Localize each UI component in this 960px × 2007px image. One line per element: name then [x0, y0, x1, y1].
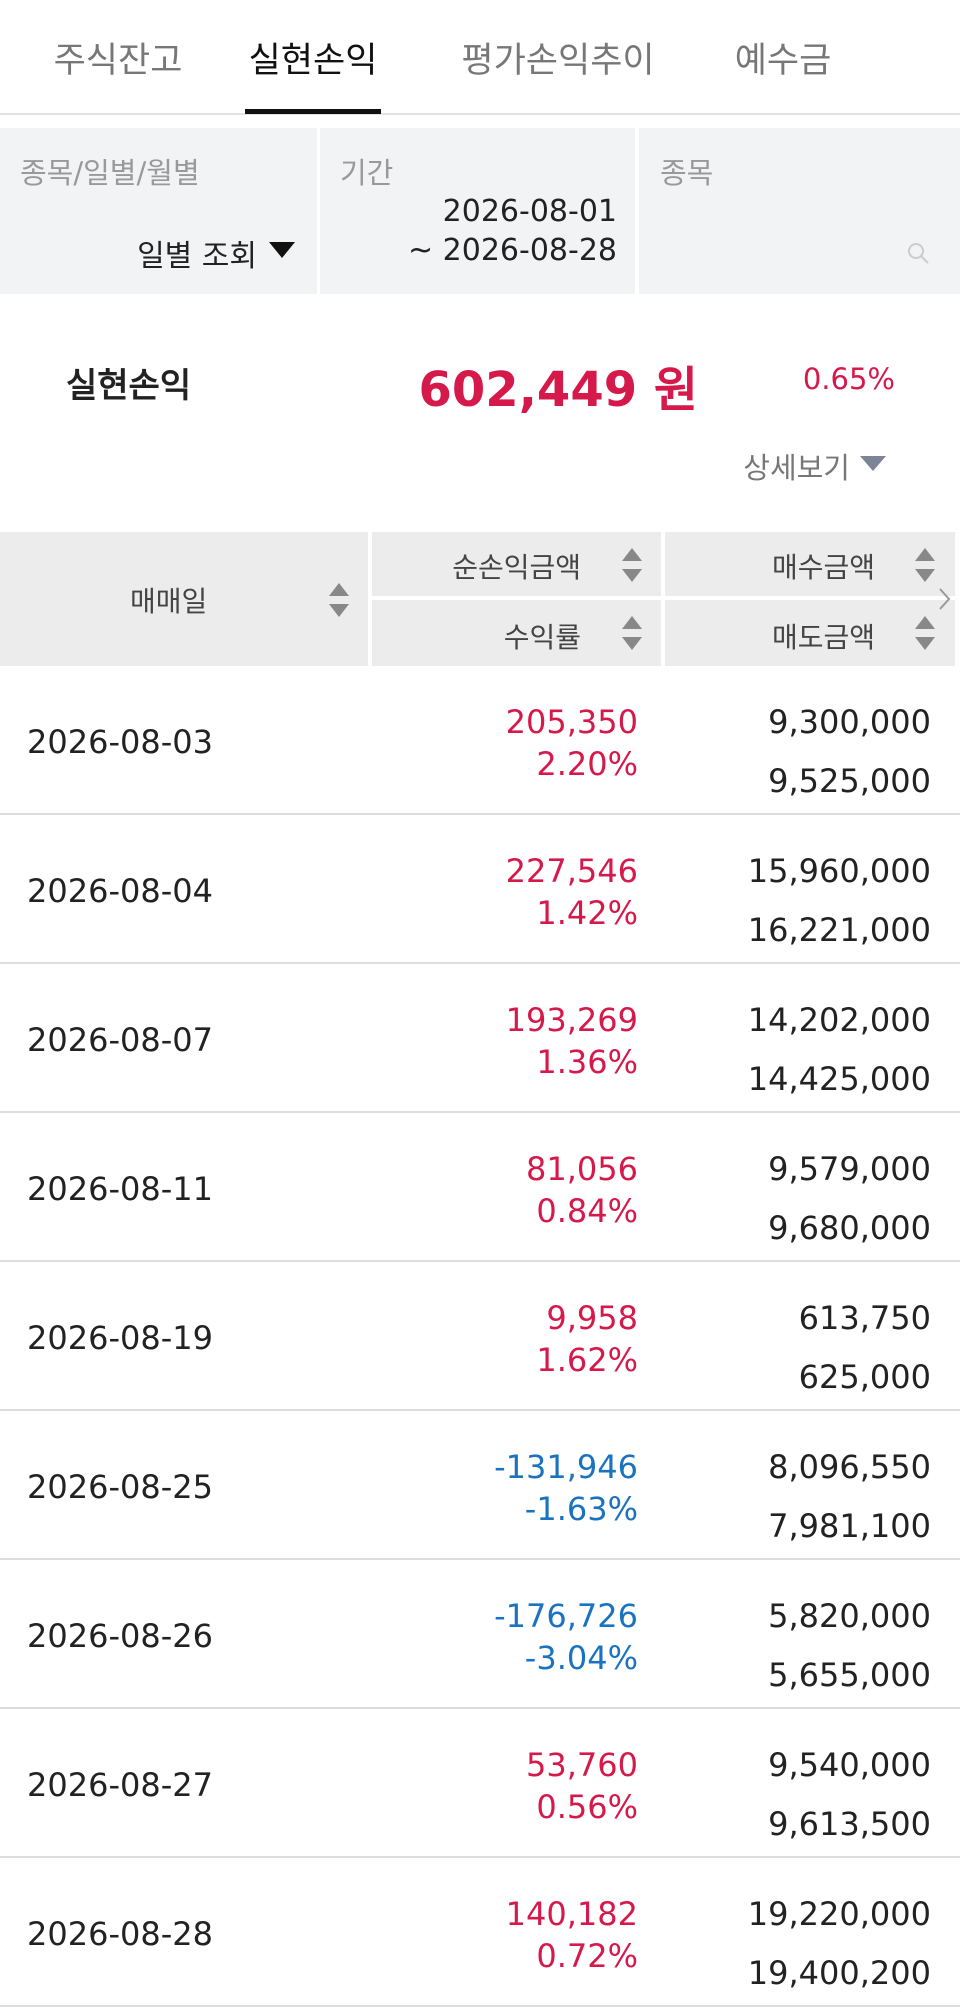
buy-amount: 9,300,000	[768, 703, 931, 741]
summary-rate: 0.65%	[802, 362, 895, 396]
tab-bar: 주식잔고 실현손익 평가손익추이 예수금	[0, 0, 960, 115]
table-row[interactable]: 2026-08-07 193,269 1.36% 14,202,000 14,425,0…	[0, 964, 960, 1113]
sell-amount: 9,613,500	[768, 1805, 931, 1843]
profit-rate: 1.62%	[536, 1341, 638, 1379]
sell-amount: 7,981,100	[768, 1507, 931, 1545]
table-row[interactable]: 2026-08-19 9,958 1.62% 613,750 625,000	[0, 1262, 960, 1411]
profit-rate: 0.84%	[536, 1192, 638, 1230]
profit-rate: 0.72%	[536, 1937, 638, 1975]
filter-label: 기간	[340, 156, 394, 190]
scroll-right-arrow[interactable]	[938, 587, 952, 611]
period-to: ~ 2026-08-28	[407, 233, 617, 268]
summary-amount: 602,449 원	[418, 362, 699, 418]
sell-amount: 16,221,000	[747, 911, 931, 949]
header-text: 매매일	[130, 585, 208, 618]
table-row[interactable]: 2026-08-04 227,546 1.42% 15,960,000 16,221,0…	[0, 815, 960, 964]
filter-type[interactable]: 종목/일별/월별 일별 조회	[0, 128, 317, 294]
table-row[interactable]: 2026-08-28 140,182 0.72% 19,220,000 19,400,2…	[0, 1858, 960, 2007]
buy-amount: 8,096,550	[768, 1448, 931, 1486]
trade-date: 2026-08-07	[27, 1021, 213, 1059]
profit-rate: -3.04%	[524, 1639, 638, 1677]
trade-date: 2026-08-25	[27, 1468, 213, 1506]
profit-rate: -1.63%	[524, 1490, 638, 1528]
buy-amount: 9,579,000	[768, 1150, 931, 1188]
trade-date: 2026-08-19	[27, 1319, 213, 1357]
header-profit[interactable]: 순손익금액	[372, 532, 661, 596]
filter-stock[interactable]: 종목	[639, 128, 960, 294]
table-row[interactable]: 2026-08-11 81,056 0.84% 9,579,000 9,680,000	[0, 1113, 960, 1262]
table-row[interactable]: 2026-08-03 205,350 2.20% 9,300,000 9,525,000	[0, 666, 960, 815]
sort-icon	[329, 583, 349, 617]
header-text: 수익률	[503, 621, 581, 654]
net-profit: -176,726	[494, 1597, 638, 1635]
sell-amount: 625,000	[798, 1358, 931, 1396]
filter-label: 종목	[660, 156, 714, 190]
detail-toggle[interactable]: 상세보기	[743, 451, 850, 485]
net-profit: 205,350	[505, 703, 638, 741]
header-sell[interactable]: 매도금액	[665, 600, 955, 666]
trade-date: 2026-08-03	[27, 723, 213, 761]
filter-value: 일별 조회	[137, 239, 257, 274]
header-buy[interactable]: 매수금액	[665, 532, 955, 596]
net-profit: 227,546	[505, 852, 638, 890]
sort-icon	[915, 616, 935, 650]
buy-amount: 9,540,000	[768, 1746, 931, 1784]
net-profit: 9,958	[546, 1299, 638, 1337]
dropdown-arrow	[269, 242, 295, 258]
trade-date: 2026-08-04	[27, 872, 213, 910]
sell-amount: 9,525,000	[768, 762, 931, 800]
profit-rate: 1.36%	[536, 1043, 638, 1081]
tab[interactable]: 실현손익	[248, 41, 378, 81]
search-icon	[908, 243, 929, 264]
buy-amount: 14,202,000	[747, 1001, 931, 1039]
sort-icon	[622, 616, 642, 650]
buy-amount: 5,820,000	[768, 1597, 931, 1635]
header-text: 매도금액	[771, 621, 875, 654]
period-from: 2026-08-01	[442, 194, 617, 229]
sell-amount: 9,680,000	[768, 1209, 931, 1247]
profit-rate: 2.20%	[536, 745, 638, 783]
net-profit: 140,182	[505, 1895, 638, 1933]
tab[interactable]: 주식잔고	[53, 41, 183, 81]
sort-icon	[915, 548, 935, 582]
header-text: 순손익금액	[452, 551, 581, 584]
trade-date: 2026-08-27	[27, 1766, 213, 1804]
sell-amount: 14,425,000	[747, 1060, 931, 1098]
tab-underline	[245, 109, 381, 114]
sell-amount: 5,655,000	[768, 1656, 931, 1694]
buy-amount: 19,220,000	[747, 1895, 931, 1933]
header-text: 매수금액	[771, 551, 875, 584]
header-rate[interactable]: 수익률	[372, 600, 661, 666]
sort-icon	[622, 548, 642, 582]
profit-rate: 1.42%	[536, 894, 638, 932]
detail-arrow	[860, 456, 886, 471]
tab[interactable]: 평가손익추이	[461, 41, 655, 81]
net-profit: 193,269	[505, 1001, 638, 1039]
table-row[interactable]: 2026-08-25 -131,946 -1.63% 8,096,550 7,981,1…	[0, 1411, 960, 1560]
profit-rate: 0.56%	[536, 1788, 638, 1826]
table-row[interactable]: 2026-08-27 53,760 0.56% 9,540,000 9,613,500	[0, 1709, 960, 1858]
tab[interactable]: 예수금	[734, 41, 832, 81]
trade-date: 2026-08-11	[27, 1170, 213, 1208]
header-date[interactable]: 매매일	[0, 532, 368, 666]
buy-amount: 613,750	[798, 1299, 931, 1337]
net-profit: 81,056	[526, 1150, 638, 1188]
trade-date: 2026-08-26	[27, 1617, 213, 1655]
filter-label: 종목/일별/월별	[20, 156, 200, 190]
buy-amount: 15,960,000	[747, 852, 931, 890]
sell-amount: 19,400,200	[747, 1954, 931, 1992]
net-profit: -131,946	[494, 1448, 638, 1486]
trade-date: 2026-08-28	[27, 1915, 213, 1953]
net-profit: 53,760	[526, 1746, 638, 1784]
table-row[interactable]: 2026-08-26 -176,726 -3.04% 5,820,000 5,655,0…	[0, 1560, 960, 1709]
summary-label: 실현손익	[66, 366, 192, 406]
filter-period[interactable]: 기간 2026-08-01 ~ 2026-08-28	[320, 128, 635, 294]
